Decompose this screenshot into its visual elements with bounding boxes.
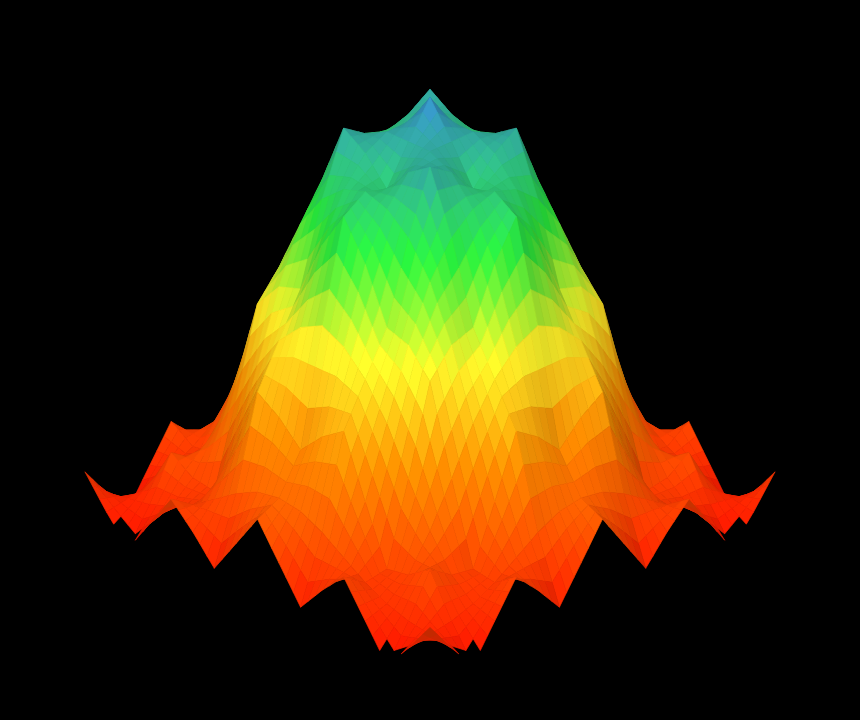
background (0, 0, 860, 720)
surface-patch (150, 512, 164, 524)
surface-patch (236, 522, 250, 544)
surface-patch (754, 485, 768, 499)
surface-patch (610, 522, 624, 544)
surface-patch (696, 512, 710, 523)
surface-patch (689, 507, 703, 516)
surface (85, 89, 775, 654)
surface-patch (157, 507, 171, 516)
surface-patch (696, 512, 710, 524)
surface-patch (229, 527, 243, 552)
surface-patch (107, 508, 121, 525)
surface-patch (92, 485, 106, 499)
page: {"chart_data": {"type": "surface", "x": … (0, 0, 860, 720)
surface-chart (0, 0, 860, 720)
surface-patch (739, 508, 753, 525)
surface-patch (150, 512, 164, 523)
surface-patch (617, 527, 631, 552)
